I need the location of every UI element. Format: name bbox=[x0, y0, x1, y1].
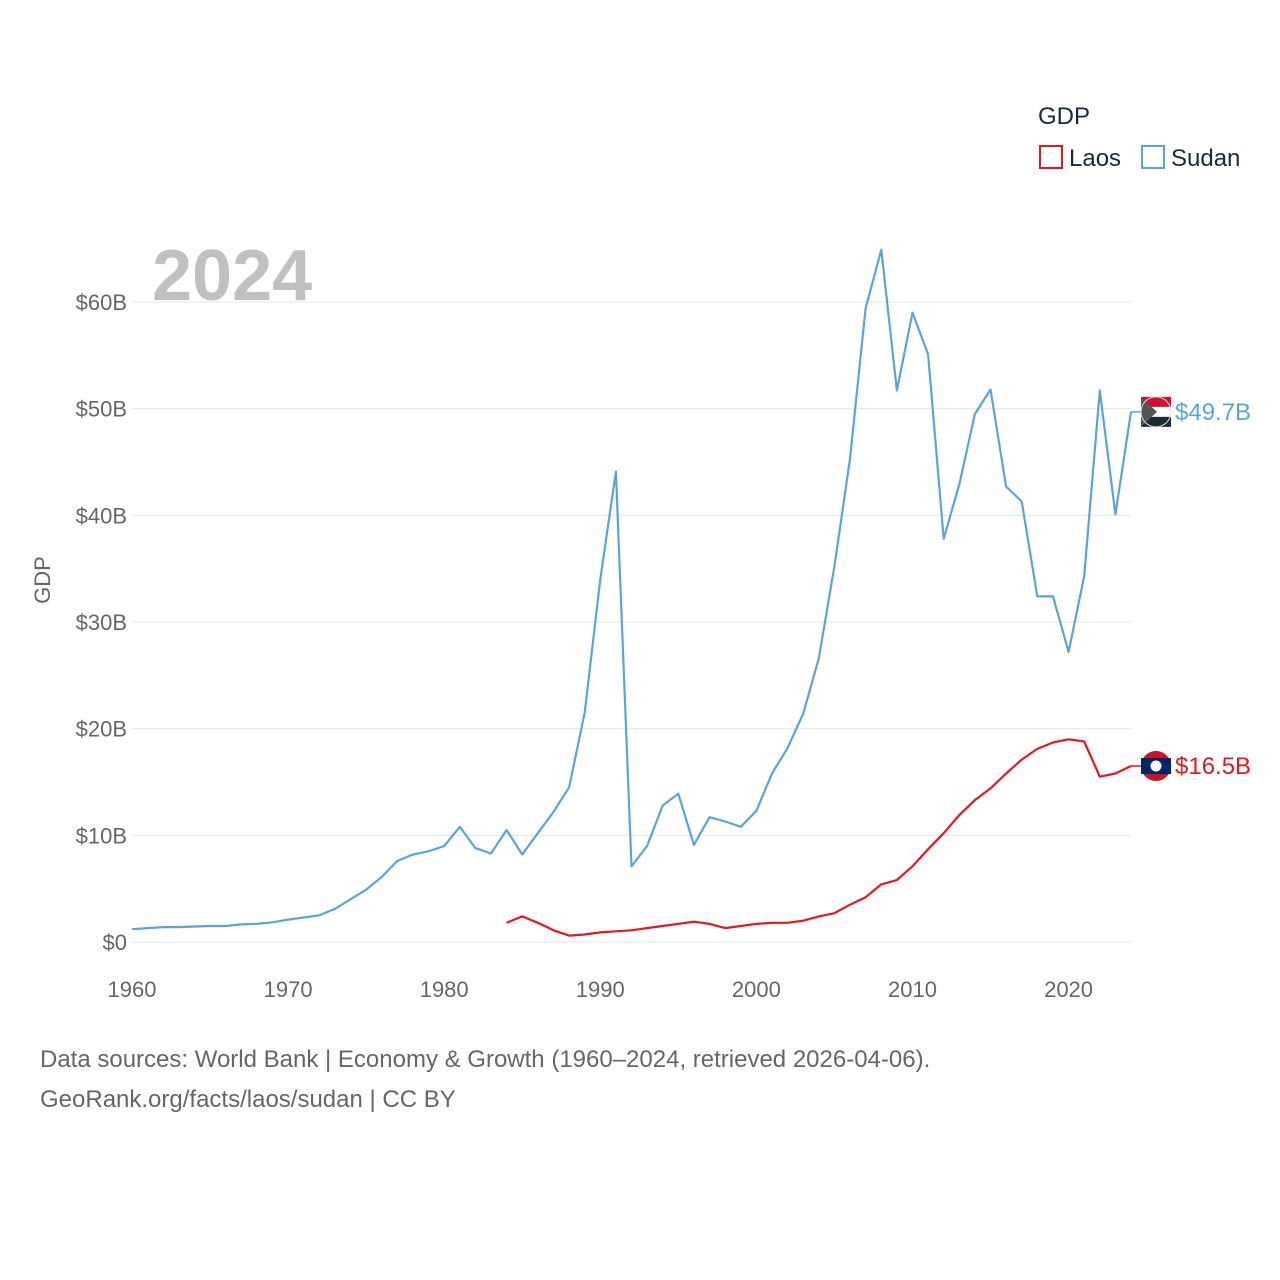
y-tick-label: $10B bbox=[76, 823, 127, 848]
x-tick-label: 1960 bbox=[108, 977, 157, 1002]
flag-outline bbox=[1140, 396, 1172, 428]
y-tick-label: $60B bbox=[76, 290, 127, 315]
x-tick-label: 1970 bbox=[264, 977, 313, 1002]
end-label-laos: $16.5B bbox=[1175, 753, 1251, 780]
series-line-laos bbox=[506, 738, 1132, 937]
gdp-line-chart: $0$10B$20B$30B$40B$50B$60B 1960 1970 1980 1… bbox=[30, 103, 1251, 1002]
gridlines bbox=[132, 301, 1131, 943]
y-tick-label: $50B bbox=[76, 397, 127, 422]
series-line-sudan bbox=[131, 248, 1133, 931]
flag-disc bbox=[1150, 760, 1162, 772]
x-tick-label: 2020 bbox=[1044, 977, 1093, 1002]
series-end-markers: $49.7B $16.5B bbox=[1131, 396, 1251, 781]
end-label-sudan: $49.7B bbox=[1175, 399, 1251, 426]
y-tick-label: $0 bbox=[103, 930, 127, 955]
x-tick-label: 2010 bbox=[888, 977, 937, 1002]
flag-icon-laos bbox=[1141, 751, 1171, 781]
footer-sources: Data sources: World Bank | Economy & Gro… bbox=[40, 1046, 931, 1073]
footer: Data sources: World Bank | Economy & Gro… bbox=[40, 1040, 930, 1120]
flag-stripe-black bbox=[1141, 416, 1171, 427]
legend: GDP Laos Sudan bbox=[1038, 103, 1240, 172]
y-tick-label: $40B bbox=[76, 503, 127, 528]
flag-stripe-red bbox=[1141, 396, 1171, 407]
year-label: 2024 bbox=[152, 236, 312, 316]
x-axis-ticks: 1960 1970 1980 1990 2000 2010 2020 bbox=[108, 977, 1094, 1002]
flag-icon-sudan bbox=[1140, 396, 1172, 428]
y-tick-label: $30B bbox=[76, 610, 127, 635]
legend-swatch-laos[interactable] bbox=[1039, 145, 1063, 169]
x-tick-label: 2000 bbox=[732, 977, 781, 1002]
legend-label-laos[interactable]: Laos bbox=[1069, 145, 1121, 172]
legend-label-sudan[interactable]: Sudan bbox=[1171, 145, 1240, 172]
series-lines bbox=[131, 248, 1133, 937]
legend-swatch-sudan[interactable] bbox=[1141, 145, 1165, 169]
y-tick-label: $20B bbox=[76, 717, 127, 742]
x-tick-label: 1990 bbox=[576, 977, 625, 1002]
y-axis-label: GDP bbox=[30, 556, 55, 604]
legend-title: GDP bbox=[1038, 103, 1090, 130]
x-tick-label: 1980 bbox=[420, 977, 469, 1002]
footer-link[interactable]: GeoRank.org/facts/laos/sudan | CC BY bbox=[40, 1086, 456, 1113]
flag-triangle bbox=[1141, 396, 1157, 427]
y-axis-ticks: $0 $10B $20B $30B $40B $50B $60B bbox=[76, 290, 127, 955]
